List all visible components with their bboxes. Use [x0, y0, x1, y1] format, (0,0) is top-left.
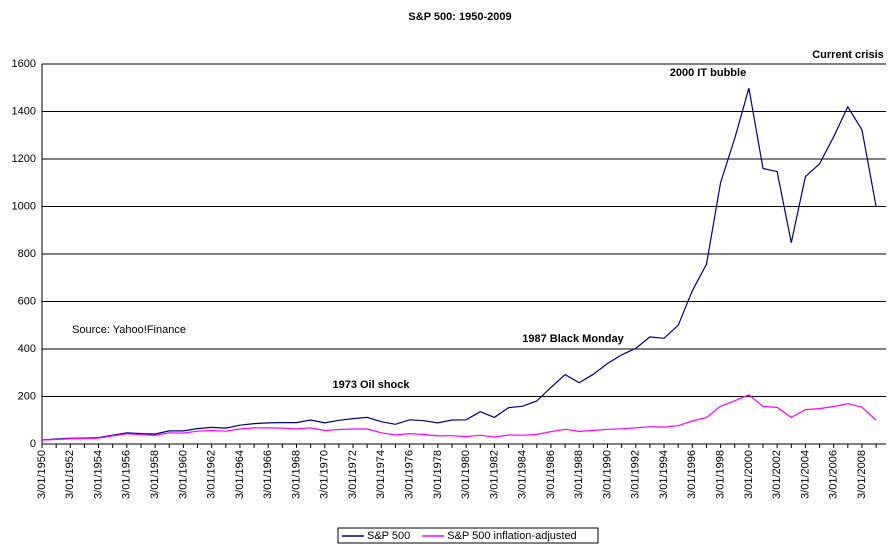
x-tick-label: 3/01/2004 [799, 450, 811, 499]
x-tick-label: 3/01/1964 [234, 450, 246, 499]
x-tick-label: 3/01/1954 [92, 450, 104, 499]
x-tick-label: 3/01/1982 [488, 450, 500, 499]
x-tick-label: 3/01/1976 [403, 450, 415, 499]
x-tick-label: 3/01/1962 [206, 450, 218, 499]
y-tick-label: 1400 [12, 105, 36, 117]
series-line [41, 394, 877, 441]
legend-label: S&P 500 inflation-adjusted [447, 530, 576, 542]
x-tick-label: 3/01/1978 [432, 450, 444, 499]
annotation: 1987 Black Monday [522, 333, 624, 345]
x-tick-label: 3/01/1966 [262, 450, 274, 499]
y-tick-label: 600 [18, 295, 36, 307]
x-tick-label: 3/01/1986 [545, 450, 557, 499]
x-tick-label: 3/01/1958 [149, 450, 161, 499]
annotation: Current crisis [812, 49, 884, 61]
y-tick-label: 1200 [12, 153, 36, 165]
chart-title: S&P 500: 1950-2009 [408, 11, 511, 23]
y-tick-label: 1600 [12, 58, 36, 70]
x-tick-label: 3/01/1956 [121, 450, 133, 499]
x-tick-label: 3/01/2006 [828, 450, 840, 499]
x-tick-label: 3/01/2000 [743, 450, 755, 499]
y-tick-label: 400 [18, 343, 36, 355]
y-tick-label: 1000 [12, 200, 36, 212]
x-tick-label: 3/01/1960 [177, 450, 189, 499]
y-tick-label: 0 [30, 438, 36, 450]
x-tick-label: 3/01/1994 [658, 450, 670, 499]
x-tick-label: 3/01/1972 [347, 450, 359, 499]
x-tick-label: 3/01/1988 [573, 450, 585, 499]
legend: S&P 500 S&P 500 inflation-adjusted [337, 527, 599, 544]
legend-label: S&P 500 [367, 530, 410, 542]
x-tick-label: 3/01/1970 [319, 450, 331, 499]
x-tick-label: 3/01/1968 [290, 450, 302, 499]
annotation: 1973 Oil shock [332, 379, 410, 391]
source-note: Source: Yahoo!Finance [72, 324, 186, 336]
y-tick-label: 200 [18, 390, 36, 402]
x-tick-label: 3/01/1992 [630, 450, 642, 499]
x-tick-label: 3/01/1952 [64, 450, 76, 499]
legend-box [337, 527, 599, 544]
x-tick-label: 3/01/1996 [686, 450, 698, 499]
x-tick-label: 3/01/2008 [856, 450, 868, 499]
x-tick-label: 3/01/1990 [601, 450, 613, 499]
y-tick-label: 800 [18, 248, 36, 260]
x-tick-label: 3/01/1984 [517, 450, 529, 499]
x-tick-label: 3/01/1974 [375, 450, 387, 499]
annotation: 2000 IT bubble [670, 67, 746, 79]
x-tick-label: 3/01/2002 [771, 450, 783, 499]
x-tick-label: 3/01/1998 [714, 450, 726, 499]
x-tick-label: 3/01/1980 [460, 450, 472, 499]
series-line [41, 88, 877, 441]
x-tick-label: 3/01/1950 [36, 450, 48, 499]
